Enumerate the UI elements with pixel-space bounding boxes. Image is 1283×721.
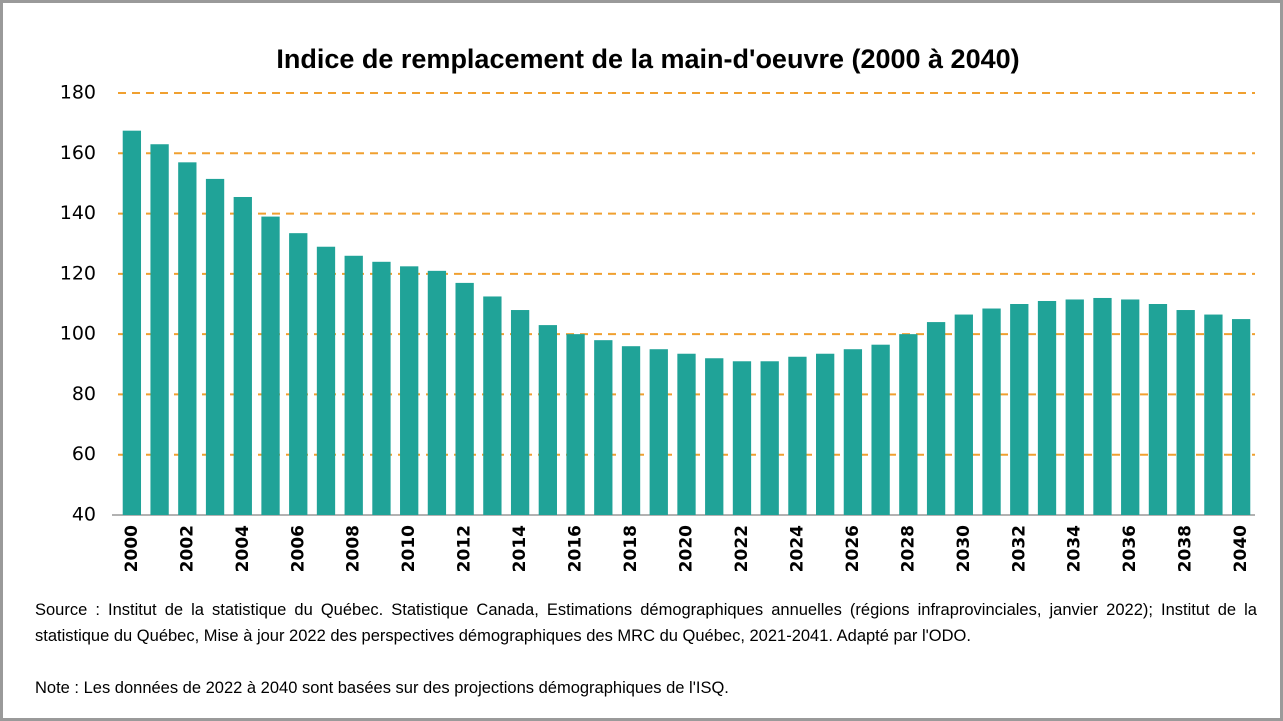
source-text: Source : Institut de la statistique du Q… — [35, 601, 1257, 645]
x-tick-label: 2036 — [1120, 525, 1140, 572]
bar — [1093, 297, 1112, 515]
bar — [261, 216, 280, 516]
x-tick-label: 2006 — [288, 525, 308, 572]
bar — [760, 361, 779, 515]
chart-title: Indice de remplacement de la main-d'oeuv… — [276, 44, 1019, 74]
bar — [1065, 299, 1084, 515]
bar — [178, 162, 197, 516]
x-tick-label: 2038 — [1176, 525, 1196, 572]
bar — [538, 325, 557, 515]
x-tick-label: 2000 — [122, 525, 142, 572]
bar — [788, 356, 807, 515]
x-tick-label: 2020 — [677, 525, 697, 572]
bar — [122, 130, 142, 515]
bar — [233, 196, 252, 515]
y-tick-label: 160 — [60, 142, 96, 164]
bar — [289, 233, 308, 515]
y-tick-label: 60 — [72, 443, 96, 465]
x-tick-label: 2026 — [843, 525, 863, 572]
y-tick-label: 80 — [72, 383, 96, 405]
bar — [1231, 319, 1251, 515]
x-tick-label: 2004 — [233, 525, 253, 572]
bar — [1176, 310, 1195, 515]
bar — [372, 261, 391, 515]
bar — [621, 346, 641, 515]
x-tick-label: 2024 — [787, 525, 807, 572]
bar — [510, 310, 530, 515]
bar — [1204, 314, 1223, 515]
bar — [1037, 300, 1057, 515]
y-tick-label: 40 — [72, 504, 96, 526]
note-text: Note : Les données de 2022 à 2040 sont b… — [35, 679, 729, 697]
y-tick-label: 100 — [60, 323, 96, 345]
x-tick-label: 2030 — [954, 525, 974, 572]
bar — [483, 296, 502, 515]
bar — [1010, 304, 1029, 515]
bar — [205, 178, 225, 515]
x-tick-label: 2016 — [566, 525, 586, 572]
chart: Indice de remplacement de la main-d'oeuv… — [60, 44, 1255, 572]
bar — [1121, 299, 1140, 515]
bar — [594, 340, 613, 515]
bar — [400, 266, 419, 515]
bar — [843, 349, 863, 515]
bar — [455, 282, 474, 515]
bar — [150, 144, 169, 515]
y-tick-label: 120 — [60, 262, 96, 284]
x-tick-label: 2032 — [1009, 525, 1029, 572]
x-tick-label: 2028 — [898, 525, 918, 572]
x-tick-label: 2034 — [1065, 525, 1085, 572]
bar — [816, 353, 835, 515]
bar — [1148, 304, 1168, 515]
y-tick-label: 140 — [60, 202, 96, 224]
bar — [871, 344, 890, 515]
bar — [344, 255, 363, 515]
x-tick-label: 2012 — [455, 525, 475, 572]
bar — [954, 314, 973, 515]
bar — [427, 270, 447, 515]
x-tick-label: 2014 — [510, 525, 530, 572]
bar — [677, 353, 696, 515]
x-tick-label: 2010 — [399, 525, 419, 572]
bar — [705, 358, 724, 515]
x-tick-label: 2022 — [732, 525, 752, 572]
bar — [982, 308, 1001, 515]
x-tick-label: 2018 — [621, 525, 641, 572]
bar — [649, 349, 668, 515]
bar — [732, 361, 752, 515]
y-tick-label: 180 — [60, 82, 96, 104]
bar — [899, 334, 918, 515]
bar — [316, 246, 336, 515]
x-tick-label: 2008 — [344, 525, 364, 572]
x-tick-label: 2002 — [177, 525, 197, 572]
bar — [566, 334, 585, 515]
bar — [926, 322, 946, 515]
x-tick-label: 2040 — [1231, 525, 1251, 572]
